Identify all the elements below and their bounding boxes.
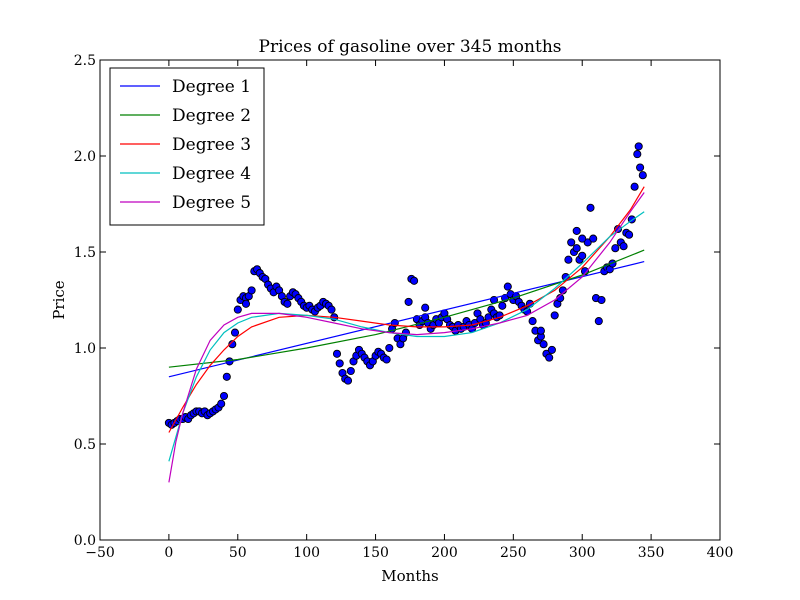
data-point — [283, 299, 292, 308]
y-tick-label: 2.0 — [74, 149, 96, 165]
data-point — [567, 238, 576, 247]
data-point — [219, 391, 229, 401]
data-point — [550, 311, 559, 320]
data-point — [539, 340, 548, 349]
data-point — [404, 297, 413, 306]
legend-label: Degree 2 — [172, 106, 251, 126]
data-point — [586, 203, 595, 212]
data-point — [547, 345, 556, 354]
data-point — [634, 142, 643, 151]
data-point — [578, 234, 587, 243]
legend-label: Degree 4 — [172, 164, 251, 184]
data-point — [498, 301, 507, 310]
data-point — [217, 399, 226, 408]
data-point — [625, 230, 634, 239]
data-point — [589, 234, 598, 243]
data-point — [327, 305, 336, 314]
data-point — [228, 340, 237, 349]
data-point — [536, 326, 545, 335]
x-tick-label: 300 — [569, 545, 596, 561]
legend: Degree 1 Degree 2 Degree 3 Degree 4 Degree 5 — [109, 67, 265, 226]
y-tick-label: 1.5 — [74, 245, 96, 261]
x-axis-ticks: −50 0 50 100 150 200 250 300 350 400 — [85, 60, 733, 561]
plot-frame — [99, 59, 721, 541]
y-tick-label: 1.0 — [74, 341, 96, 357]
data-point — [564, 255, 573, 264]
data-point — [594, 317, 603, 326]
data-point — [633, 150, 642, 159]
chart-title: Prices of gasoline over 345 months — [259, 37, 562, 57]
x-tick-label: 150 — [362, 545, 389, 561]
data-point — [385, 343, 394, 353]
legend-box — [109, 67, 265, 226]
x-tick-label: 350 — [638, 545, 665, 561]
y-axis-ticks: 0.0 0.5 1.0 1.5 2.0 2.5 — [74, 53, 720, 549]
x-tick-label: 400 — [707, 545, 734, 561]
data-point — [247, 286, 256, 295]
legend-label: Degree 1 — [172, 77, 251, 97]
x-axis-label: Months — [381, 567, 438, 585]
legend-label: Degree 5 — [172, 193, 251, 213]
plot-area — [164, 142, 647, 483]
data-point — [638, 171, 647, 180]
fit-line-degree-4 — [168, 211, 645, 462]
data-point — [241, 299, 251, 308]
data-point — [578, 251, 587, 260]
data-point — [233, 305, 242, 314]
y-axis-label: Price — [50, 280, 68, 319]
legend-label: Degree 3 — [172, 135, 251, 155]
y-tick-label: 0.5 — [74, 437, 96, 453]
data-point — [572, 244, 581, 253]
x-tick-label: 200 — [431, 545, 458, 561]
x-tick-label: 100 — [293, 545, 320, 561]
data-point — [335, 359, 344, 368]
x-tick-label: −50 — [85, 545, 115, 561]
y-tick-label: 0.0 — [74, 533, 96, 549]
data-point — [619, 242, 628, 251]
data-point — [421, 303, 430, 312]
data-point — [503, 282, 512, 291]
x-tick-label: 250 — [500, 545, 527, 561]
data-point — [343, 376, 353, 385]
data-point — [611, 244, 620, 253]
data-point — [545, 353, 554, 362]
x-tick-label: 50 — [229, 545, 247, 561]
data-point — [583, 238, 592, 247]
x-tick-label: 0 — [164, 545, 173, 561]
fit-line-degree-5 — [168, 192, 645, 483]
data-point — [597, 295, 606, 305]
y-tick-label: 2.5 — [74, 53, 96, 69]
data-point — [410, 276, 419, 285]
fit-line-degree-3 — [168, 186, 645, 433]
data-point — [636, 163, 645, 172]
data-point — [332, 349, 342, 358]
data-point — [346, 366, 355, 376]
data-point — [222, 372, 231, 381]
data-point — [382, 355, 391, 364]
plot-content — [164, 142, 647, 483]
data-point — [528, 317, 537, 326]
data-point — [230, 328, 240, 337]
data-point — [630, 182, 639, 191]
data-point — [572, 226, 581, 235]
